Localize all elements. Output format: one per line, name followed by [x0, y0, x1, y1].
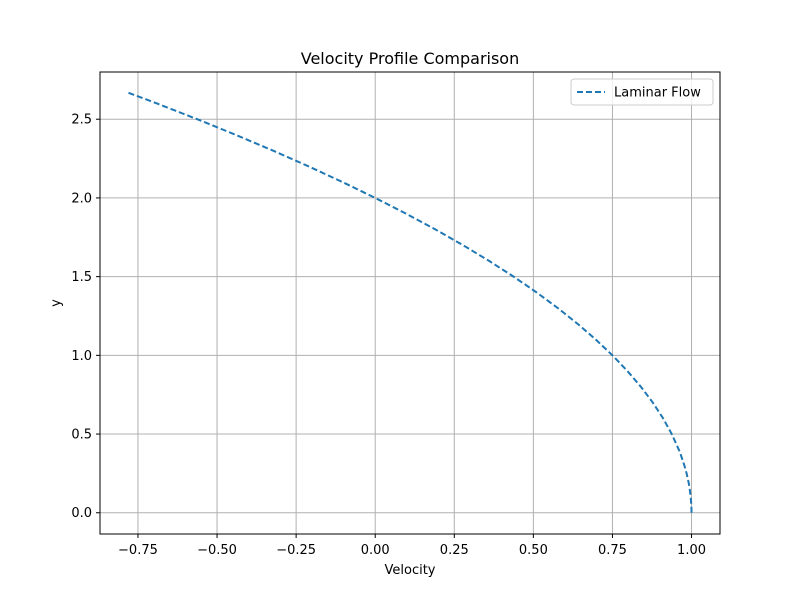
y-tick-label: 0.5 — [71, 428, 92, 443]
x-tick-label: 0.50 — [519, 543, 548, 558]
y-axis-label: y — [49, 299, 64, 307]
x-axis-label: Velocity — [385, 563, 436, 578]
grid-layer — [100, 72, 720, 534]
y-tick-label: 1.0 — [71, 349, 92, 364]
x-tick-label: −0.50 — [197, 543, 237, 558]
legend: Laminar Flow — [570, 78, 714, 106]
x-tick-label: 0.25 — [440, 543, 469, 558]
y-tick-label: 2.5 — [71, 113, 92, 128]
x-tick-label: −0.25 — [276, 543, 316, 558]
x-tick-label: 0.00 — [361, 543, 390, 558]
x-tick-label: 1.00 — [677, 543, 706, 558]
y-axis-ticks: 0.0 0.5 1.0 1.5 2.0 2.5 — [71, 113, 100, 521]
y-tick-label: 2.0 — [71, 191, 92, 206]
series-layer — [128, 91, 693, 513]
legend-box — [570, 78, 714, 106]
x-axis-ticks: −0.75 −0.50 −0.25 0.00 0.25 0.50 0.75 1.00 — [118, 534, 706, 558]
x-tick-label: −0.75 — [118, 543, 158, 558]
y-tick-label: 1.5 — [71, 270, 92, 285]
y-tick-label: 0.0 — [71, 506, 92, 521]
chart-title: Velocity Profile Comparison — [301, 49, 519, 68]
x-tick-label: 0.75 — [598, 543, 627, 558]
legend-label-laminar-flow: Laminar Flow — [614, 86, 701, 101]
plot-frame — [99, 71, 721, 535]
series-line-laminar-flow — [128, 91, 693, 513]
